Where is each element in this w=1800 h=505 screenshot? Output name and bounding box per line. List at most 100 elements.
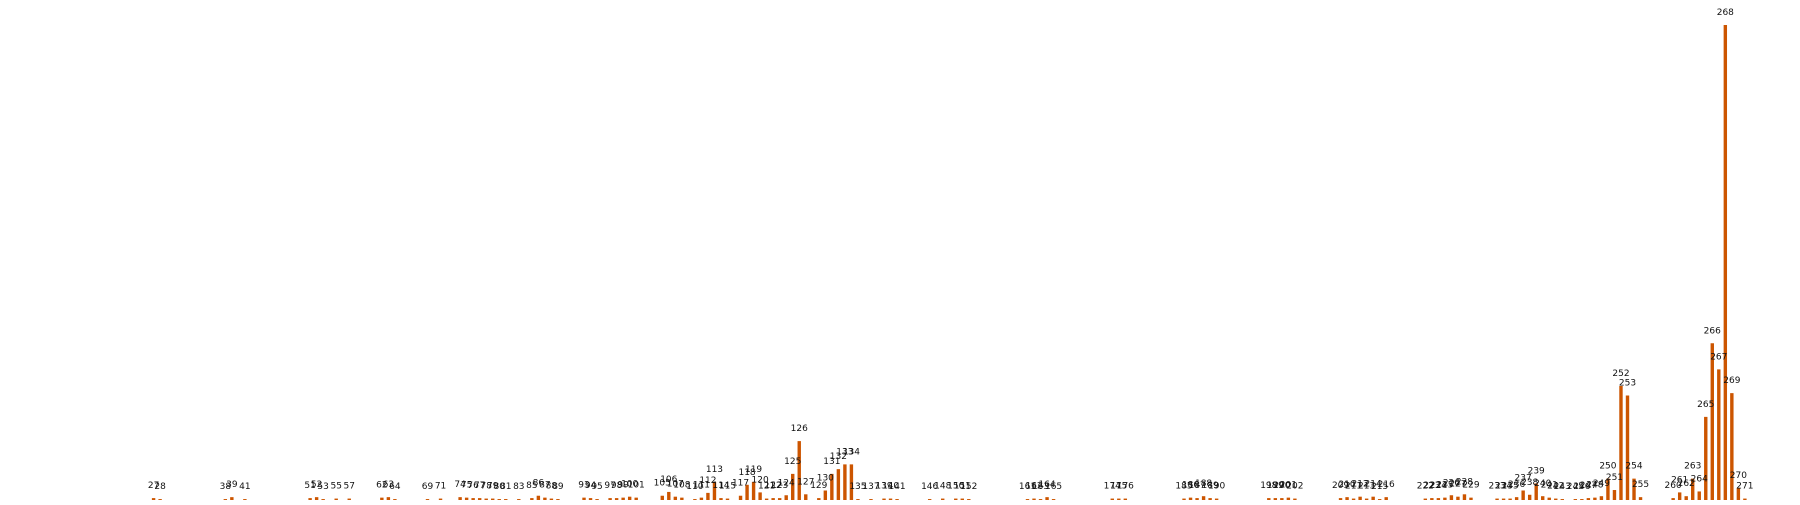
bar-label: 63 [383, 480, 394, 490]
bar-label: 88 [546, 482, 558, 492]
bar-label: 57 [344, 482, 355, 492]
bar [764, 498, 769, 500]
bar [888, 498, 893, 500]
bar [1358, 496, 1362, 500]
bar-label: 94 [585, 481, 597, 491]
bar [751, 481, 756, 500]
bar [471, 498, 475, 500]
bar [1710, 343, 1714, 500]
bar-label: 64 [389, 482, 401, 492]
bar [1495, 498, 1499, 500]
bar [1423, 498, 1428, 500]
bar [1514, 497, 1519, 500]
bar-label: 139 [875, 482, 892, 492]
bar [1554, 498, 1558, 500]
bar [151, 498, 156, 500]
bar-label: 132 [830, 452, 847, 462]
bar [1293, 498, 1297, 500]
bar [1345, 497, 1349, 500]
bar-label: 150 [947, 482, 964, 492]
bar [784, 495, 788, 500]
bar-label: 243 [1554, 482, 1571, 492]
bar [477, 498, 482, 500]
bar-label: 101 [628, 481, 645, 491]
bar-label: 209 [1332, 481, 1349, 491]
bar [817, 498, 821, 500]
bar [745, 484, 749, 500]
bar [464, 497, 469, 501]
bar-label: 130 [817, 474, 834, 484]
bar [1436, 498, 1441, 500]
bar-label: 252 [1612, 369, 1629, 379]
bar [1619, 386, 1623, 500]
bar [347, 498, 351, 500]
bar [1280, 498, 1284, 500]
bar [738, 495, 743, 500]
bar-label: 250 [1599, 462, 1616, 472]
bar-label: 237 [1515, 474, 1532, 484]
bar [1188, 497, 1193, 501]
bar-label: 148 [934, 482, 951, 492]
bar-label: 236 [1508, 480, 1525, 490]
bar [1456, 496, 1460, 500]
bar-label: 234 [1495, 482, 1512, 492]
bar [1208, 498, 1212, 500]
bar-label: 242 [1547, 482, 1564, 492]
bar-label: 75 [461, 481, 472, 491]
bar [1691, 478, 1695, 501]
bar-label: 225 [1436, 481, 1453, 491]
bar-label: 187 [1188, 481, 1205, 491]
bar [667, 491, 671, 500]
bar [1586, 498, 1591, 500]
bar [823, 490, 828, 500]
bar [1032, 498, 1036, 500]
bar-label: 126 [791, 424, 808, 434]
bar [1730, 393, 1734, 501]
bar [1449, 495, 1454, 500]
bar-label: 137 [862, 482, 879, 492]
bar-label: 270 [1730, 471, 1747, 481]
bar [334, 498, 338, 500]
bar-label: 226 [1443, 478, 1460, 488]
bar [1677, 492, 1682, 500]
bar-label: 79 [487, 482, 499, 492]
bar-label: 78 [480, 482, 492, 492]
bar-label: 199 [1267, 481, 1284, 491]
bar-label: 268 [1717, 8, 1734, 18]
bar [1508, 498, 1512, 500]
bar-label: 118 [738, 468, 755, 478]
bar-label: 108 [673, 481, 690, 491]
bar [1717, 369, 1721, 501]
bar-label: 119 [745, 465, 762, 475]
bar [1625, 395, 1630, 500]
bar-label: 215 [1371, 482, 1388, 492]
bar-label: 76 [467, 481, 479, 491]
bar-label: 262 [1678, 479, 1695, 489]
bar-label: 238 [1521, 478, 1538, 488]
bar-label: 190 [1208, 482, 1225, 492]
bar-label: 255 [1632, 480, 1649, 490]
bar-label: 151 [954, 482, 971, 492]
bar-label: 264 [1691, 474, 1708, 484]
bar [1286, 497, 1291, 501]
bar-label: 131 [823, 457, 840, 467]
bar-label: 110 [686, 482, 703, 492]
bar-label: 55 [330, 482, 341, 492]
bar-label: 201 [1280, 481, 1297, 491]
bar-label: 253 [1619, 379, 1636, 389]
bar [314, 497, 319, 500]
bar [660, 495, 664, 500]
bar-label: 269 [1723, 376, 1740, 386]
bar-label: 39 [226, 480, 238, 490]
bar-label: 53 [317, 482, 328, 492]
bar-label: 249 [1593, 479, 1610, 489]
bar-label: 175 [1110, 482, 1127, 492]
bar-label: 122 [765, 481, 782, 491]
bar-label: 81 [500, 482, 511, 492]
bar-label: 245 [1567, 482, 1584, 492]
bar-label: 41 [239, 482, 250, 492]
bar [882, 498, 886, 500]
bar [1182, 498, 1186, 500]
bars-layer [151, 25, 1747, 501]
bar [791, 473, 795, 501]
